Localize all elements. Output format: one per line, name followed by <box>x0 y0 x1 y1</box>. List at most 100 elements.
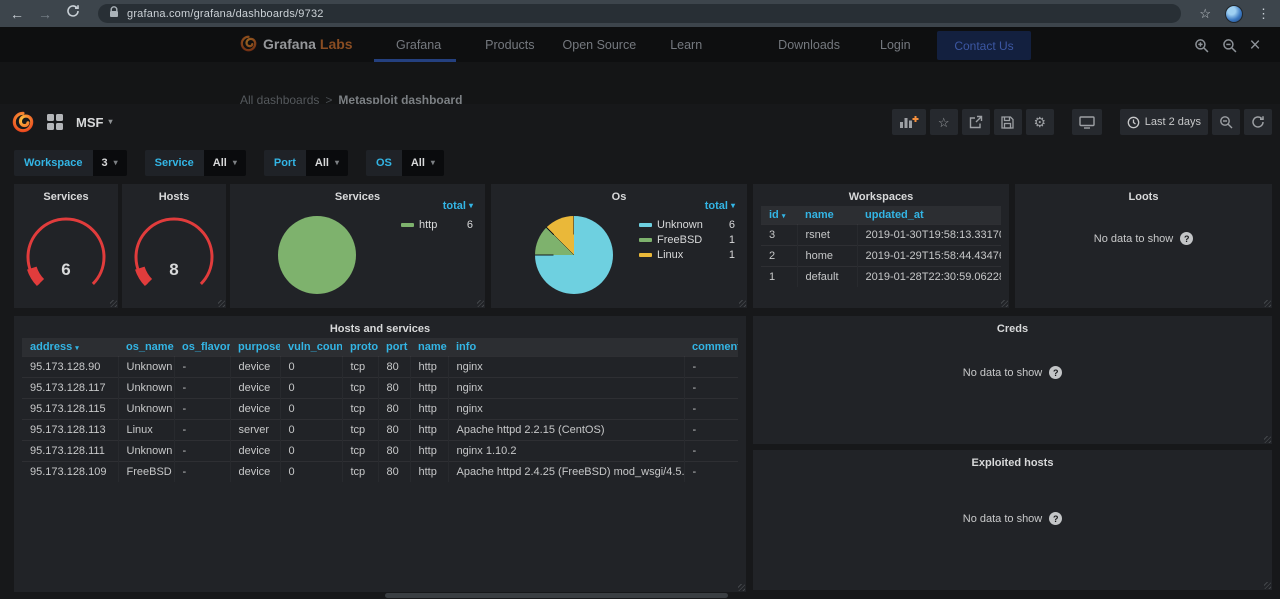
services-pie-legend: total ▾ http 6 <box>401 200 473 232</box>
col-header-os-name[interactable]: os_name <box>118 338 174 357</box>
os-pie-chart <box>535 216 613 294</box>
dashboard-picker-icon[interactable] <box>47 114 63 130</box>
help-icon[interactable]: ? <box>1049 512 1063 525</box>
share-dashboard-button[interactable] <box>961 109 990 135</box>
url-bar[interactable]: grafana.com/grafana/dashboards/9732 <box>98 4 1182 23</box>
time-range-label: Last 2 days <box>1144 116 1201 128</box>
cycle-view-button[interactable] <box>1071 109 1102 135</box>
services-gauge-value: 6 <box>61 260 71 279</box>
nav-item-downloads[interactable]: Downloads <box>778 37 841 52</box>
col-header-name[interactable]: name <box>410 338 448 357</box>
no-data-text: No data to show <box>962 366 1043 379</box>
panel-os-pie: Os total ▾ Unknown 6 FreeBSD 1 Linux 1 <box>491 184 747 308</box>
magnifier-minus-icon <box>1220 116 1233 129</box>
filter-workspace-label: Workspace <box>14 150 93 176</box>
dashboard-settings-button[interactable]: ⚙ <box>1025 109 1054 135</box>
star-dashboard-button[interactable]: ☆ <box>929 109 958 135</box>
col-header-port[interactable]: port <box>378 338 410 357</box>
filter-os[interactable]: OS All ▾ <box>365 150 444 176</box>
panel-title[interactable]: Loots <box>1128 190 1159 203</box>
zoom-in-icon[interactable] <box>1192 36 1210 54</box>
panel-title[interactable]: Services <box>334 190 381 203</box>
cell-name: home <box>797 245 857 267</box>
legend-value: 6 <box>466 218 473 231</box>
bookmark-star-icon[interactable]: ☆ <box>1199 5 1211 21</box>
legend-item-http[interactable]: http 6 <box>401 217 473 232</box>
panel-title[interactable]: Services <box>43 190 89 203</box>
cell-comments: - <box>684 398 738 420</box>
services-pie-chart <box>278 216 356 294</box>
grafana-labs-logo[interactable]: Grafana Labs <box>240 35 353 52</box>
reload-icon[interactable] <box>66 4 80 23</box>
zoom-out-time-button[interactable] <box>1212 109 1240 135</box>
table-row: 95.173.128.109 FreeBSD - device 0 tcp 80… <box>22 461 738 482</box>
services-gauge-chart <box>26 217 106 287</box>
cell-os-name: Unknown <box>118 440 174 462</box>
cell-port: 80 <box>378 419 410 441</box>
col-header-name[interactable]: name <box>797 206 857 225</box>
col-header-vuln-count[interactable]: vuln_count <box>280 338 342 357</box>
filter-service[interactable]: Service All ▾ <box>144 150 246 176</box>
col-header-info[interactable]: info <box>448 338 684 357</box>
cell-proto: tcp <box>342 377 378 399</box>
time-range-button[interactable]: Last 2 days <box>1119 109 1208 135</box>
refresh-button[interactable] <box>1244 109 1272 135</box>
filter-workspace[interactable]: Workspace 3 ▾ <box>14 150 127 176</box>
nav-item-learn[interactable]: Learn <box>670 37 703 52</box>
col-header-purpose[interactable]: purpose <box>230 338 280 357</box>
col-header-proto[interactable]: proto <box>342 338 378 357</box>
cell-comments: - <box>684 356 738 378</box>
cell-vuln-count: 0 <box>280 377 342 399</box>
cell-os-name: Unknown <box>118 398 174 420</box>
browser-toolbar: ← → grafana.com/grafana/dashboards/9732 … <box>0 0 1280 27</box>
forward-icon[interactable]: → <box>38 5 52 22</box>
cell-name: http <box>410 440 448 462</box>
breadcrumb-parent[interactable]: All dashboards <box>240 93 320 107</box>
zoom-out-icon[interactable] <box>1220 36 1238 54</box>
add-panel-button[interactable] <box>891 109 926 135</box>
legend-sort-header[interactable]: total ▾ <box>401 200 473 212</box>
lock-icon <box>109 5 119 23</box>
browser-menu-icon[interactable]: ⋮ <box>1257 5 1270 21</box>
grafana-logo-icon[interactable] <box>12 111 34 133</box>
cell-vuln-count: 0 <box>280 398 342 420</box>
panel-title[interactable]: Exploited hosts <box>971 456 1054 469</box>
col-header-os-flavor[interactable]: os_flavor <box>174 338 230 357</box>
nav-item-products[interactable]: Products <box>485 37 535 52</box>
legend-label: Linux <box>657 248 684 261</box>
nav-item-grafana[interactable]: Grafana <box>396 37 442 52</box>
help-icon[interactable]: ? <box>1049 366 1063 379</box>
legend-item-unknown[interactable]: Unknown 6 <box>639 217 735 232</box>
legend-item-freebsd[interactable]: FreeBSD 1 <box>639 232 735 247</box>
profile-avatar[interactable] <box>1225 4 1243 23</box>
panel-title[interactable]: Hosts <box>158 190 190 203</box>
help-icon[interactable]: ? <box>1180 232 1194 245</box>
close-icon[interactable]: × <box>1249 34 1261 56</box>
horizontal-scrollbar-thumb[interactable] <box>385 593 728 598</box>
contact-us-button[interactable]: Contact Us <box>937 31 1031 60</box>
filter-port[interactable]: Port All ▾ <box>263 150 348 176</box>
nav-item-open-source[interactable]: Open Source <box>562 37 637 52</box>
panel-title[interactable]: Os <box>611 190 627 203</box>
filter-service-label: Service <box>144 150 204 176</box>
dashboard-title[interactable]: MSF ▾ <box>76 115 112 130</box>
panel-title[interactable]: Workspaces <box>848 190 914 203</box>
panel-title[interactable]: Creds <box>996 322 1029 335</box>
col-header-id[interactable]: id ▾ <box>761 206 797 225</box>
legend-sort-header[interactable]: total ▾ <box>639 200 735 212</box>
legend-item-linux[interactable]: Linux 1 <box>639 247 735 262</box>
cell-name: http <box>410 419 448 441</box>
col-header-comments[interactable]: comments <box>684 338 738 357</box>
save-dashboard-button[interactable] <box>993 109 1022 135</box>
table-header-row: id ▾ name updated_at <box>761 206 1001 225</box>
cell-comments: - <box>684 377 738 399</box>
col-header-address[interactable]: address ▾ <box>22 338 118 357</box>
back-icon[interactable]: ← <box>10 5 24 22</box>
dashboard-header: MSF ▾ <box>0 104 1280 140</box>
cell-proto: tcp <box>342 419 378 441</box>
nav-item-login[interactable]: Login <box>880 37 911 52</box>
panel-creds: Creds No data to show ? <box>753 316 1272 444</box>
panel-title[interactable]: Hosts and services <box>329 322 431 335</box>
hosts-services-table-body: 95.173.128.90 Unknown - device 0 tcp 80 … <box>22 356 738 482</box>
col-header-updated-at[interactable]: updated_at <box>857 206 1001 225</box>
